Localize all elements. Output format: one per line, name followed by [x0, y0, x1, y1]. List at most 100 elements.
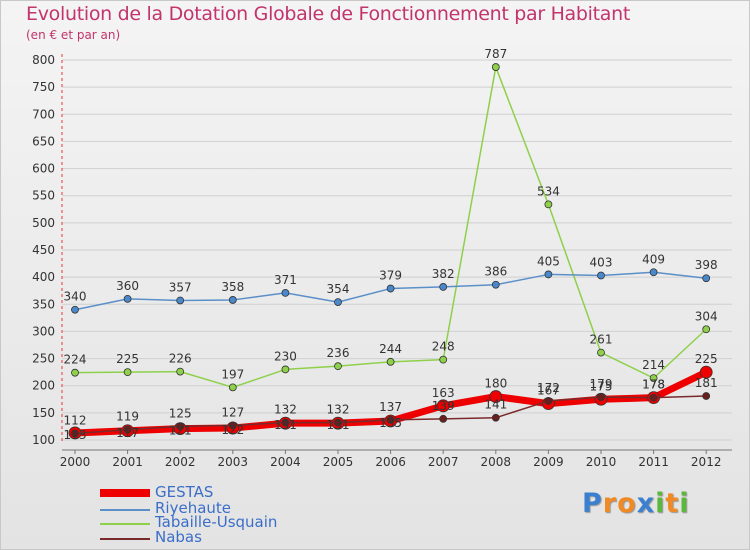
data-point	[281, 418, 290, 427]
data-label: 304	[695, 309, 718, 323]
y-tick-label: 100	[32, 433, 55, 447]
y-tick-label: 400	[32, 270, 55, 284]
legend-label-gestas: GESTAS	[155, 483, 214, 501]
x-tick-label: 2003	[218, 455, 249, 469]
logo-letter: o	[617, 488, 637, 519]
x-tick-label: 2012	[691, 455, 722, 469]
x-tick-label: 2006	[375, 455, 406, 469]
data-label: 371	[274, 273, 297, 287]
data-label: 113	[64, 428, 87, 442]
data-label: 379	[379, 269, 402, 283]
data-label: 122	[221, 423, 244, 437]
legend-label-riyehaute: Riyehaute	[155, 499, 232, 517]
x-tick-label: 2007	[428, 455, 459, 469]
y-tick-label: 700	[32, 107, 55, 121]
data-label: 125	[169, 406, 192, 420]
data-point	[228, 421, 237, 430]
x-tick-label: 2001	[112, 455, 143, 469]
data-label: 117	[116, 426, 139, 440]
data-point	[386, 357, 395, 366]
data-point	[439, 283, 448, 291]
data-label: 224	[64, 353, 87, 367]
data-label: 409	[642, 252, 665, 266]
data-label: 226	[169, 352, 192, 366]
legend-label-tabaille-usquain: Tabaille-Usquain	[155, 513, 278, 531]
data-label: 180	[484, 377, 507, 391]
data-label: 357	[169, 280, 192, 294]
data-label: 132	[274, 403, 297, 417]
y-tick-label: 200	[32, 379, 55, 393]
data-label: 354	[327, 282, 350, 296]
data-point	[702, 392, 711, 400]
chart-subtitle: (en € et par an)	[26, 28, 121, 42]
data-point	[702, 274, 711, 283]
logo-letter: P	[582, 488, 603, 519]
data-point	[281, 365, 290, 374]
data-label: 119	[116, 410, 139, 424]
legend-swatch-gestas	[100, 489, 150, 497]
data-label: 534	[537, 184, 560, 198]
legend-swatch-nabas	[100, 538, 150, 540]
data-point	[334, 362, 342, 371]
data-point	[123, 294, 132, 303]
y-tick-label: 300	[32, 324, 55, 338]
data-label: 248	[432, 340, 455, 354]
data-label: 261	[590, 333, 613, 347]
data-label: 181	[695, 376, 718, 390]
data-point	[702, 325, 711, 334]
logo-letter: t	[665, 488, 680, 519]
data-label: 139	[432, 399, 455, 413]
logo-letter: r	[602, 488, 618, 519]
legend-label-nabas: Nabas	[155, 528, 202, 546]
data-point	[649, 393, 658, 402]
data-label: 787	[484, 47, 507, 61]
data-point	[649, 374, 658, 383]
data-label: 178	[642, 378, 665, 392]
y-tick-label: 150	[32, 406, 55, 420]
x-tick-label: 2010	[586, 455, 617, 469]
y-tick-label: 800	[32, 53, 55, 67]
x-tick-label: 2009	[533, 455, 564, 469]
data-label: 358	[221, 280, 244, 294]
data-point	[386, 416, 395, 424]
data-point	[491, 280, 500, 289]
x-tick-label: 2000	[60, 455, 91, 469]
data-label: 112	[64, 413, 87, 427]
data-point	[71, 305, 79, 314]
x-tick-label: 2005	[323, 455, 354, 469]
data-point	[281, 288, 290, 297]
data-point	[597, 348, 605, 357]
data-label: 405	[537, 254, 560, 268]
data-label: 131	[274, 418, 297, 432]
y-tick-label: 600	[32, 162, 55, 176]
x-tick-label: 2004	[270, 455, 301, 469]
data-point	[491, 413, 500, 422]
data-point	[439, 355, 448, 364]
logo-letter: i	[679, 488, 690, 519]
chart-title: Evolution de la Dotation Globale de Fonc…	[26, 3, 631, 25]
data-point	[489, 390, 503, 403]
data-label: 172	[537, 381, 560, 395]
legend-swatch-tabaille-usquain	[100, 523, 150, 525]
data-point	[597, 271, 605, 280]
data-label: 403	[590, 256, 613, 270]
data-label: 225	[695, 352, 718, 366]
y-tick-label: 250	[32, 352, 55, 366]
data-point	[699, 365, 713, 379]
data-point	[436, 399, 450, 413]
data-label: 214	[642, 358, 665, 372]
data-point	[176, 367, 185, 376]
legend-swatch-riyehaute	[100, 509, 150, 511]
data-point	[544, 200, 553, 209]
logo-letter: i	[655, 488, 666, 519]
data-point	[71, 368, 79, 377]
data-label: 340	[64, 290, 87, 304]
y-tick-label: 650	[32, 134, 55, 148]
y-tick-label: 500	[32, 216, 55, 230]
data-label: 167	[537, 384, 560, 398]
data-label: 398	[695, 258, 718, 272]
data-label: 132	[327, 403, 350, 417]
y-tick-label: 450	[32, 243, 55, 257]
